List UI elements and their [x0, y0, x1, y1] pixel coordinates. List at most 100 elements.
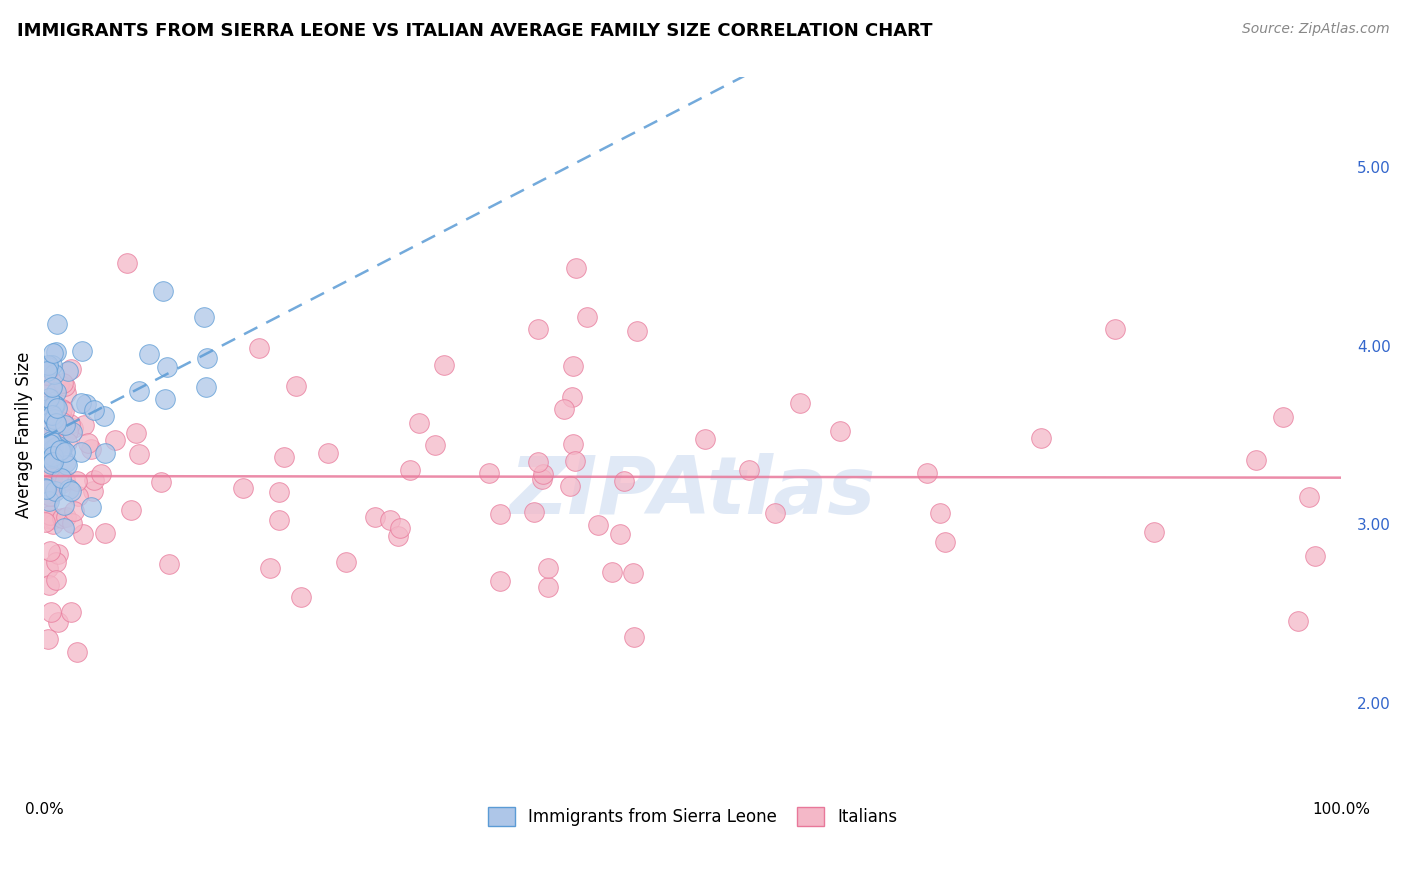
Point — [53, 417, 76, 432]
Point — [41, 358, 63, 372]
Point — [55, 386, 77, 401]
Point — [41, 379, 63, 393]
Point — [34, 384, 56, 399]
Point — [586, 518, 609, 533]
Point — [600, 565, 623, 579]
Point — [44, 483, 66, 498]
Point — [1286, 615, 1309, 629]
Point — [408, 416, 430, 430]
Point — [93, 409, 115, 424]
Point — [73, 417, 96, 432]
Point — [34, 450, 56, 465]
Point — [621, 566, 644, 581]
Point — [48, 439, 70, 453]
Point — [267, 513, 290, 527]
Point — [39, 508, 62, 522]
Point — [35, 466, 58, 480]
Point — [60, 516, 83, 531]
Point — [39, 457, 62, 471]
Point — [34, 499, 56, 513]
Point — [527, 322, 550, 336]
Point — [37, 395, 59, 409]
Point — [37, 359, 59, 374]
Point — [1303, 549, 1326, 564]
Point — [433, 358, 456, 372]
Point — [564, 454, 586, 468]
Point — [93, 525, 115, 540]
Point — [41, 405, 63, 419]
Point — [35, 482, 58, 496]
Point — [38, 391, 60, 405]
Point — [56, 458, 79, 472]
Point — [42, 440, 65, 454]
Point — [259, 561, 281, 575]
Point — [478, 466, 501, 480]
Point — [232, 481, 254, 495]
Point — [125, 425, 148, 440]
Point — [60, 483, 83, 498]
Point — [537, 561, 560, 575]
Point — [44, 450, 66, 465]
Point — [42, 425, 65, 440]
Point — [489, 508, 512, 522]
Point — [38, 489, 60, 503]
Point — [104, 434, 127, 448]
Point — [51, 442, 73, 457]
Point — [34, 481, 56, 495]
Point — [37, 376, 59, 390]
Point — [49, 442, 72, 457]
Point — [59, 362, 82, 376]
Legend: Immigrants from Sierra Leone, Italians: Immigrants from Sierra Leone, Italians — [479, 798, 905, 834]
Point — [55, 510, 77, 524]
Point — [60, 605, 83, 619]
Point — [1029, 431, 1052, 445]
Point — [39, 436, 62, 450]
Point — [34, 441, 56, 455]
Point — [693, 432, 716, 446]
Point — [155, 392, 177, 406]
Point — [39, 434, 62, 448]
Point — [399, 463, 422, 477]
Point — [45, 573, 67, 587]
Point — [52, 376, 75, 390]
Point — [38, 428, 60, 442]
Point — [62, 425, 84, 439]
Point — [37, 359, 59, 373]
Point — [1246, 453, 1268, 467]
Point — [560, 479, 582, 493]
Point — [531, 467, 554, 481]
Point — [51, 442, 73, 457]
Point — [66, 645, 89, 659]
Point — [1298, 490, 1320, 504]
Point — [565, 261, 588, 276]
Point — [49, 471, 72, 485]
Point — [34, 482, 56, 496]
Point — [128, 384, 150, 398]
Point — [94, 445, 117, 459]
Point — [42, 442, 65, 457]
Point — [70, 344, 93, 359]
Point — [42, 481, 65, 495]
Point — [53, 473, 76, 487]
Point — [51, 476, 73, 491]
Point — [387, 529, 409, 543]
Point — [80, 442, 103, 456]
Point — [39, 606, 62, 620]
Point — [44, 398, 66, 412]
Point — [195, 351, 218, 365]
Point — [82, 484, 104, 499]
Point — [90, 467, 112, 481]
Point — [46, 401, 69, 416]
Point — [45, 345, 67, 359]
Point — [77, 436, 100, 450]
Point — [38, 578, 60, 592]
Point — [51, 402, 73, 417]
Text: Source: ZipAtlas.com: Source: ZipAtlas.com — [1241, 22, 1389, 37]
Point — [51, 511, 73, 525]
Text: IMMIGRANTS FROM SIERRA LEONE VS ITALIAN AVERAGE FAMILY SIZE CORRELATION CHART: IMMIGRANTS FROM SIERRA LEONE VS ITALIAN … — [17, 22, 932, 40]
Point — [765, 506, 787, 520]
Point — [152, 284, 174, 298]
Point — [194, 380, 217, 394]
Point — [523, 505, 546, 519]
Point — [55, 435, 77, 450]
